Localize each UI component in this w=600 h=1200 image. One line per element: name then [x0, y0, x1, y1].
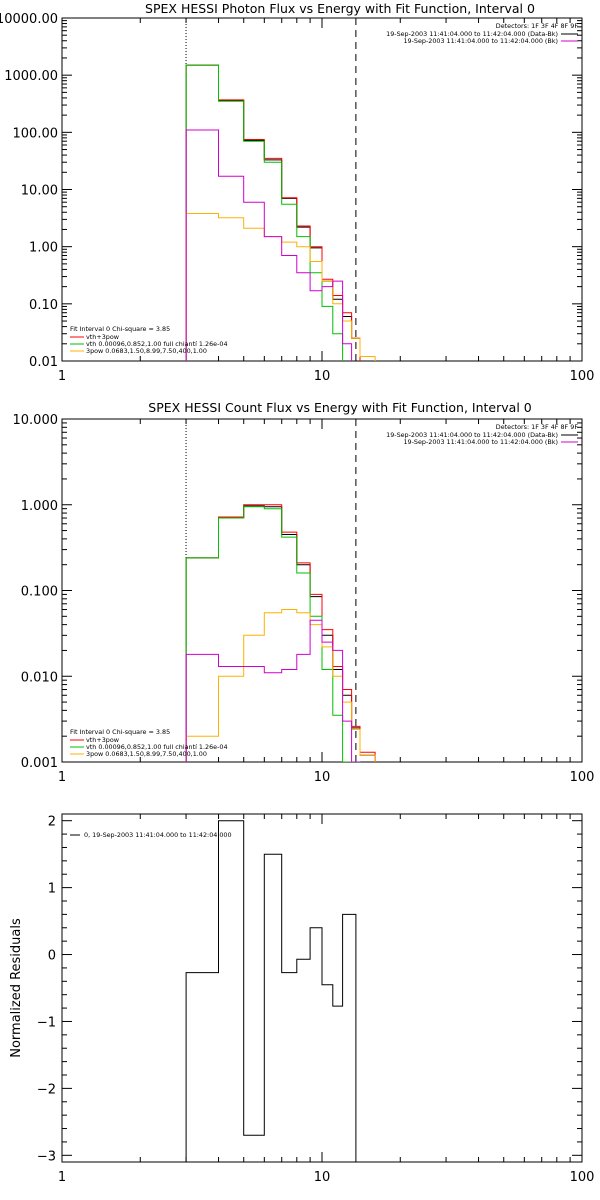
photon-series-background-line	[185, 129, 376, 361]
photon-y-tick-label: 1.00	[29, 241, 58, 256]
count-detectors-text: Detectors: 1F 3F 4F 8F 9F	[496, 423, 579, 431]
photon-series	[185, 18, 376, 361]
residuals-x-tick-label: 10	[314, 1170, 331, 1185]
photon-time-data-bk: 19-Sep-2003 11:41:04.000 to 11:42:04.000…	[386, 30, 558, 38]
photon-plot-area	[185, 18, 376, 361]
count-time-data-bk: 19-Sep-2003 11:41:04.000 to 11:42:04.000…	[386, 431, 558, 439]
count-flux-panel: SPEX HESSI Count Flux vs Energy with Fit…	[13, 400, 595, 785]
photon-fit-label-vth: vth 0.00096,0.852,1.00 full chiantí 1.26…	[86, 340, 228, 348]
count-fit-label-3pow: 3pow 0.0683,1.50,8.99,7.50,400,1.00	[86, 750, 207, 758]
photon-detectors-text: Detectors: 1F 3F 4F 8F 9F	[496, 22, 579, 30]
photon-x-tick-label: 1	[58, 369, 66, 384]
photon-series-total-fit-line	[185, 64, 376, 361]
count-fit-label-total: vth+3pow	[86, 736, 119, 744]
residuals-y-tick-label: −1	[37, 1015, 56, 1030]
photon-y-tick-label: 10.00	[21, 184, 58, 199]
count-x-tick-label: 10	[314, 770, 331, 785]
count-y-tick-label: 0.010	[21, 670, 58, 685]
photon-fit-label-total: vth+3pow	[86, 333, 119, 341]
count-fit-label-vth: vth 0.00096,0.852,1.00 full chiantí 1.26…	[86, 743, 228, 751]
residuals-y-tick-label: 2	[48, 815, 56, 830]
count-series-3pow-line	[185, 609, 376, 762]
photon-flux-panel: SPEX HESSI Photon Flux vs Energy with Fi…	[0, 1, 594, 384]
count-x-tick-label: 100	[570, 770, 595, 785]
residuals-y-tick-label: 0	[48, 949, 56, 964]
residuals-plot-area	[185, 820, 357, 1162]
residuals-x-tick-label: 100	[570, 1170, 595, 1185]
count-y-tick-label: 1.000	[21, 499, 58, 514]
residuals-legend-label: 0, 19-Sep-2003 11:41:04.000 to 11:42:04.…	[84, 831, 232, 839]
photon-x-tick-label: 10	[314, 369, 331, 384]
residuals-series-residuals-line	[185, 820, 357, 1162]
count-x-tick-label: 1	[58, 770, 66, 785]
count-series-background-line	[185, 619, 376, 762]
residuals-plot-frame	[61, 813, 583, 1163]
photon-fit-header: Fit Interval 0 Chi-square = 3.85	[70, 325, 170, 333]
count-time-bk: 19-Sep-2003 11:41:04.000 to 11:42:04.000…	[403, 438, 558, 446]
residuals-y-tick-label: −2	[37, 1082, 56, 1097]
photon-fit-label-3pow: 3pow 0.0683,1.50,8.99,7.50,400,1.00	[86, 347, 207, 355]
photon-x-tick-label: 100	[570, 369, 595, 384]
residuals-y-tick-label: −3	[37, 1149, 56, 1164]
photon-y-tick-label: 0.01	[29, 355, 58, 370]
count-series-vth-line	[185, 506, 376, 762]
photon-ticks: 1 10 100 0.01 0.10 1.00 10.00 100.00 1000.00 1000…	[0, 12, 594, 384]
count-series-total-fit-line	[185, 504, 376, 762]
photon-y-tick-label: 1000.00	[4, 69, 58, 84]
photon-y-tick-label: 0.10	[29, 298, 58, 313]
photon-time-bk: 19-Sep-2003 11:41:04.000 to 11:42:04.000…	[403, 37, 558, 45]
count-y-tick-label: 0.001	[21, 756, 58, 771]
photon-flux-title: SPEX HESSI Photon Flux vs Energy with Fi…	[145, 1, 535, 16]
photon-series-vth-line	[185, 64, 376, 361]
residuals-y-tick-label: 1	[48, 882, 56, 897]
photon-series-3pow-line	[185, 213, 376, 361]
photon-y-tick-label: 10000.00	[0, 12, 58, 27]
count-fit-header: Fit Interval 0 Chi-square = 3.85	[70, 728, 170, 736]
count-series-data-minus-bk-line	[185, 505, 376, 762]
photon-y-tick-label: 100.00	[13, 126, 59, 141]
count-plot-area	[185, 419, 376, 762]
photon-plot-frame	[61, 17, 583, 362]
count-y-tick-label: 0.100	[21, 585, 58, 600]
count-plot-frame	[61, 418, 583, 763]
count-flux-title: SPEX HESSI Count Flux vs Energy with Fit…	[148, 400, 531, 415]
count-series	[185, 419, 376, 762]
count-ticks: 1 10 100 0.001 0.010 0.100 1.000 10.000	[13, 413, 595, 785]
residuals-series	[185, 820, 357, 1162]
residuals-y-axis-label: Normalized Residuals	[9, 918, 24, 1058]
residuals-x-tick-label: 1	[58, 1170, 66, 1185]
count-y-tick-label: 10.000	[13, 413, 59, 428]
